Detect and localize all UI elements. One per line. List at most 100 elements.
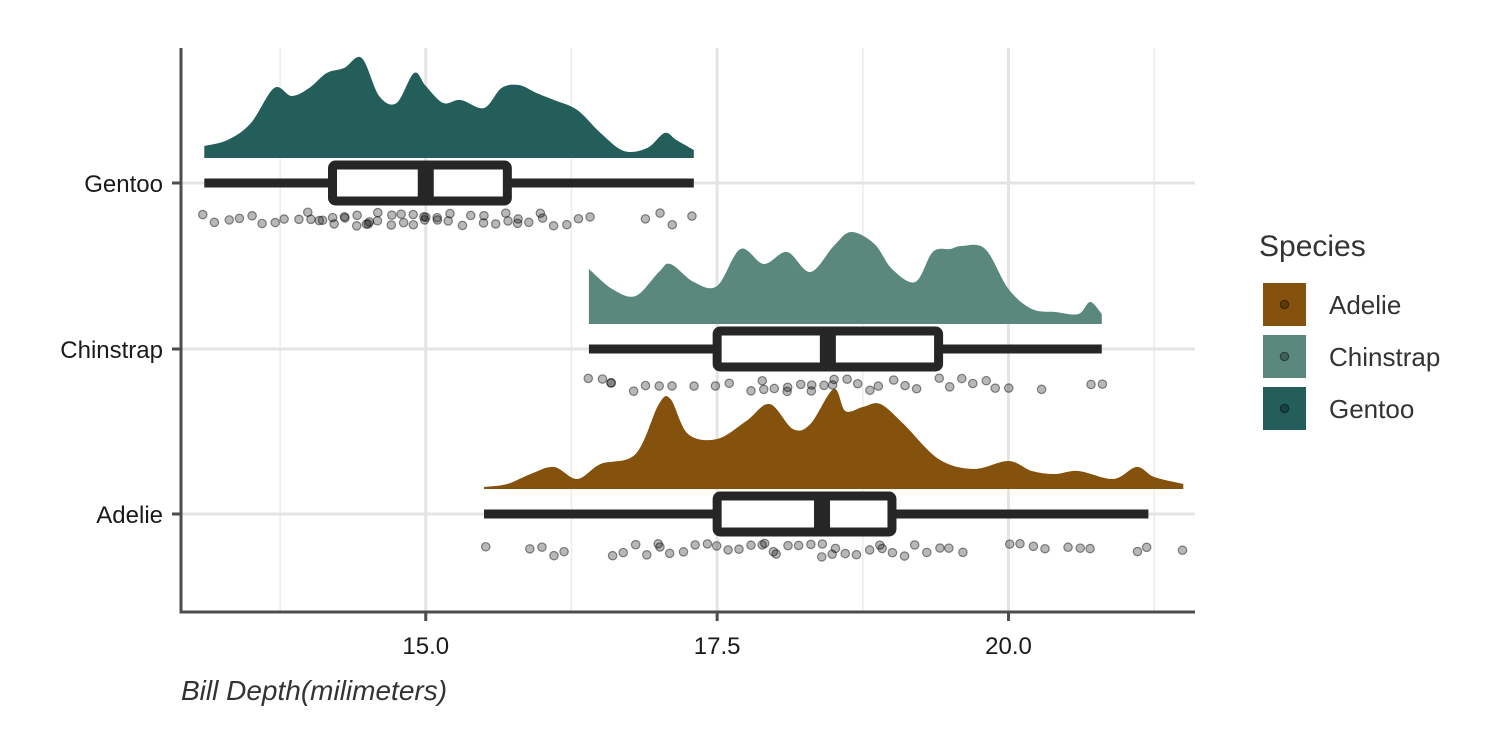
- data-point: [827, 549, 837, 560]
- data-point: [783, 540, 793, 551]
- data-point: [1132, 546, 1143, 557]
- data-point: [757, 375, 768, 386]
- data-point: [465, 210, 476, 221]
- data-point: [607, 550, 618, 561]
- data-point: [387, 210, 397, 220]
- data-point: [1075, 543, 1086, 553]
- data-point: [457, 220, 468, 231]
- data-points: [197, 207, 1188, 562]
- data-point: [1040, 543, 1050, 554]
- data-point: [480, 541, 491, 552]
- data-point: [373, 207, 383, 218]
- data-point: [524, 544, 535, 554]
- data-point: [1003, 383, 1014, 393]
- data-point: [352, 210, 362, 221]
- data-point: [270, 217, 281, 228]
- data-point: [758, 384, 769, 395]
- data-point: [479, 210, 489, 221]
- data-point: [793, 540, 804, 551]
- data-point: [1004, 539, 1015, 549]
- data-point: [734, 544, 744, 554]
- data-point: [864, 545, 875, 555]
- data-point: [640, 214, 651, 224]
- data-point: [364, 217, 375, 227]
- data-point: [628, 386, 639, 396]
- data-point: [817, 539, 828, 549]
- x-tick-label: 15.0: [402, 633, 449, 660]
- data-point: [967, 378, 978, 389]
- data-point: [329, 219, 339, 229]
- data-point: [723, 545, 733, 555]
- data-point: [655, 542, 665, 552]
- data-point: [981, 375, 992, 386]
- data-point: [877, 543, 887, 554]
- data-point: [909, 540, 920, 550]
- data-point: [873, 381, 884, 391]
- density-cloud-gentoo: [204, 56, 694, 158]
- data-point: [314, 215, 325, 226]
- data-point: [306, 214, 316, 225]
- data-point: [606, 378, 616, 388]
- data-point: [317, 215, 328, 226]
- data-point: [1097, 379, 1108, 389]
- data-point: [771, 549, 781, 559]
- density-cloud-adelie: [484, 388, 1184, 489]
- data-point: [1028, 541, 1039, 552]
- data-point: [1015, 538, 1025, 549]
- data-point: [702, 539, 713, 549]
- data-point: [523, 217, 534, 228]
- data-point: [386, 220, 397, 230]
- data-point: [842, 374, 852, 384]
- data-point: [398, 217, 409, 228]
- legend-key-chinstrap: [1263, 335, 1306, 378]
- data-point: [655, 208, 665, 218]
- data-point: [535, 208, 546, 219]
- data-point: [562, 219, 572, 230]
- data-point: [827, 380, 838, 390]
- data-point: [408, 219, 419, 230]
- data-point: [689, 381, 699, 391]
- data-point: [900, 380, 910, 391]
- data-point: [1141, 542, 1152, 553]
- data-point: [513, 214, 523, 224]
- x-axis-title: Bill Depth(milimeters): [181, 675, 447, 706]
- data-point: [421, 212, 431, 222]
- x-tick-label: 20.0: [985, 633, 1032, 660]
- data-point: [840, 548, 851, 559]
- data-point: [327, 212, 338, 223]
- data-point: [782, 386, 792, 397]
- data-point: [687, 211, 697, 221]
- data-point: [197, 209, 208, 220]
- data-point: [573, 213, 584, 224]
- data-point: [782, 382, 793, 393]
- data-point: [759, 538, 770, 549]
- data-point: [432, 212, 442, 223]
- legend-key-gentoo: [1263, 387, 1306, 430]
- data-point: [443, 216, 453, 226]
- data-point: [664, 548, 675, 559]
- data-point: [408, 209, 419, 220]
- data-point: [887, 547, 898, 558]
- data-point: [339, 211, 350, 222]
- data-point: [618, 547, 628, 558]
- legend-title: Species: [1259, 230, 1366, 263]
- legend-key-adelie: [1263, 283, 1306, 326]
- data-point: [549, 550, 559, 561]
- data-point: [340, 213, 350, 223]
- data-point: [922, 547, 932, 558]
- data-point: [768, 546, 779, 557]
- data-point: [653, 539, 663, 549]
- data-point: [875, 540, 885, 550]
- data-point: [667, 219, 678, 230]
- data-point: [537, 542, 547, 552]
- data-point: [830, 543, 841, 554]
- data-point: [746, 386, 756, 396]
- density-clouds: [204, 56, 1184, 489]
- data-point: [478, 218, 489, 228]
- data-point: [630, 539, 641, 550]
- data-point: [209, 217, 220, 228]
- data-point: [944, 543, 954, 553]
- data-point: [865, 385, 875, 396]
- axes: Gentoo Chinstrap Adelie 15.0 17.5 20.0: [60, 48, 1195, 660]
